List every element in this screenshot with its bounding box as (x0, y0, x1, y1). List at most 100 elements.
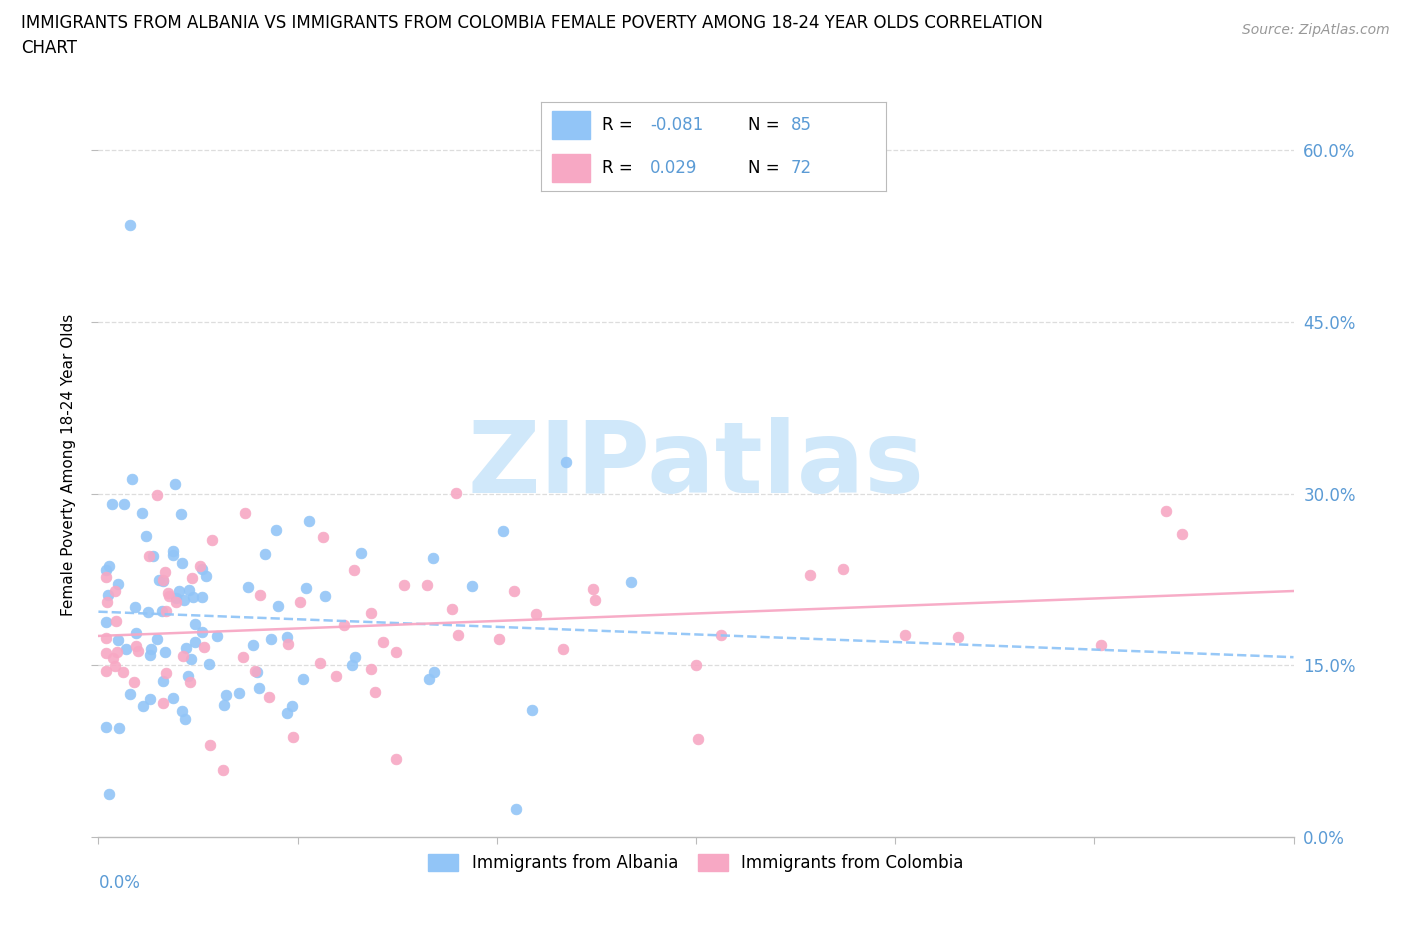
Point (172, 703, 194, 718)
Point (242, 638, 264, 653)
Point (422, 664, 444, 679)
Point (228, 685, 250, 700)
Point (138, 549, 160, 564)
Point (112, 664, 135, 679)
Point (96, 563, 118, 578)
Point (198, 657, 221, 671)
Point (418, 671, 440, 686)
Point (298, 513, 321, 528)
Point (205, 629, 228, 644)
Point (215, 687, 238, 702)
Bar (551, 153, 589, 182)
Point (524, 606, 547, 621)
Point (96, 663, 118, 678)
Point (162, 690, 184, 705)
Point (799, 567, 821, 582)
Point (136, 604, 159, 619)
Point (142, 549, 165, 564)
Text: R =: R = (602, 159, 637, 177)
Y-axis label: Female Poverty Among 18-24 Year Olds: Female Poverty Among 18-24 Year Olds (60, 314, 76, 617)
Point (124, 600, 146, 615)
Point (371, 635, 394, 650)
Point (155, 565, 177, 579)
Point (583, 592, 606, 607)
Point (295, 580, 318, 595)
Point (148, 573, 170, 588)
Point (710, 627, 733, 642)
Point (181, 571, 204, 586)
Point (276, 630, 298, 644)
Point (1154, 503, 1177, 518)
Bar (551, 111, 589, 140)
Point (314, 589, 336, 604)
Point (176, 640, 198, 655)
Point (150, 604, 173, 618)
Point (422, 551, 444, 565)
Point (344, 650, 367, 665)
Point (132, 698, 155, 713)
Point (97, 588, 120, 603)
Point (97, 558, 120, 573)
Point (96, 645, 118, 660)
Point (350, 546, 373, 561)
Point (181, 590, 204, 604)
Point (394, 578, 416, 592)
Point (312, 529, 335, 544)
Point (170, 507, 193, 522)
Point (152, 673, 174, 688)
Point (107, 632, 129, 647)
Point (266, 599, 288, 614)
Text: 0.029: 0.029 (650, 159, 697, 177)
Point (190, 558, 212, 573)
Point (96, 720, 118, 735)
Point (105, 614, 128, 629)
Text: R =: R = (602, 116, 637, 134)
Point (385, 644, 408, 659)
Point (190, 562, 212, 577)
Point (103, 583, 125, 598)
Text: 0.0%: 0.0% (98, 874, 141, 892)
Point (247, 681, 270, 696)
Text: ZIPatlas: ZIPatlas (468, 417, 924, 513)
Point (831, 561, 853, 576)
Point (177, 582, 200, 597)
Point (503, 583, 526, 598)
Point (492, 524, 515, 538)
Point (190, 624, 212, 639)
Point (332, 618, 354, 632)
Point (135, 528, 157, 543)
Point (96, 569, 118, 584)
Point (101, 497, 124, 512)
Point (619, 575, 641, 590)
Point (264, 523, 287, 538)
Point (152, 696, 174, 711)
Point (98, 787, 121, 802)
Point (360, 661, 382, 676)
Text: N =: N = (748, 116, 785, 134)
Point (253, 547, 276, 562)
Point (343, 563, 366, 578)
Point (894, 627, 917, 642)
Point (176, 669, 198, 684)
Point (232, 649, 254, 664)
Point (184, 635, 207, 650)
Point (243, 664, 266, 679)
Point (201, 532, 224, 547)
Point (686, 732, 709, 747)
Point (96, 615, 118, 630)
Point (281, 729, 304, 744)
Point (1090, 638, 1112, 653)
Point (101, 650, 124, 665)
Point (488, 631, 510, 646)
Point (291, 671, 314, 686)
Point (948, 630, 970, 644)
Point (157, 585, 180, 600)
Point (122, 674, 145, 689)
Point (360, 606, 382, 621)
Point (105, 644, 128, 659)
Text: 72: 72 (792, 159, 813, 177)
Point (146, 631, 169, 646)
Point (96, 595, 118, 610)
Point (125, 626, 148, 641)
Point (120, 687, 142, 702)
